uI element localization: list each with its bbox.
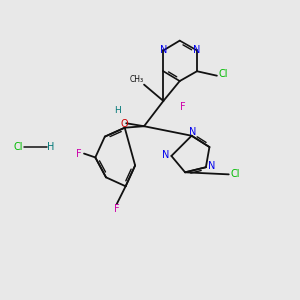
Text: N: N	[160, 45, 167, 56]
Text: F: F	[180, 103, 185, 112]
Text: N: N	[208, 161, 215, 171]
Text: H: H	[114, 106, 121, 115]
Text: CH₃: CH₃	[130, 75, 144, 84]
Text: O: O	[121, 119, 128, 129]
Text: F: F	[114, 204, 119, 214]
Text: H: H	[47, 142, 55, 152]
Text: F: F	[76, 148, 82, 159]
Text: Cl: Cl	[231, 169, 240, 179]
Text: N: N	[189, 127, 197, 137]
Text: Cl: Cl	[14, 142, 23, 152]
Text: N: N	[162, 150, 170, 160]
Text: Cl: Cl	[219, 69, 228, 79]
Text: N: N	[193, 45, 201, 56]
